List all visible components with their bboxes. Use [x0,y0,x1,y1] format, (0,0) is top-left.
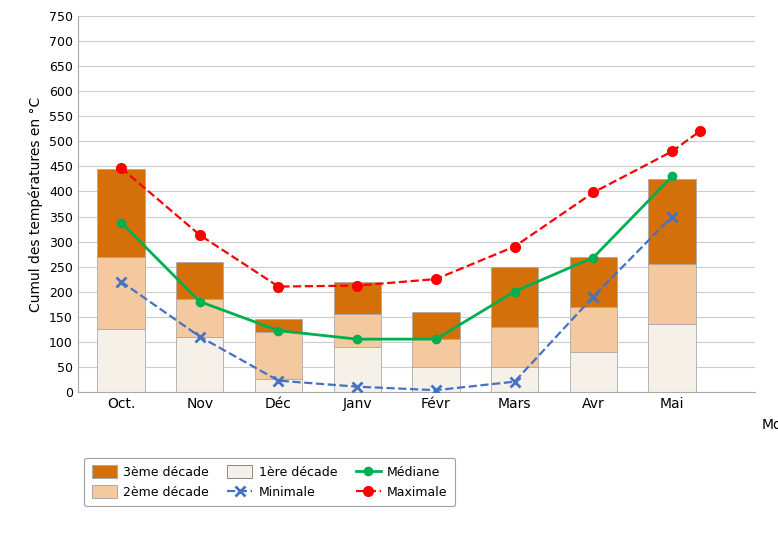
Bar [334,314,380,347]
Bar [648,324,696,392]
Bar [176,262,223,299]
Bar [176,337,223,392]
Bar [255,332,302,379]
Bar [176,299,223,337]
Bar [648,264,696,324]
Text: Mois: Mois [762,418,778,432]
Bar [569,351,617,392]
Bar [412,312,460,339]
Bar [491,367,538,392]
Bar [334,347,380,392]
Bar [334,282,380,314]
Bar [569,307,617,351]
Bar [97,329,145,392]
Bar [491,326,538,367]
Bar [412,367,460,392]
Bar [648,179,696,264]
Bar [412,339,460,367]
Y-axis label: Cumul des températures en °C: Cumul des températures en °C [29,96,44,312]
Bar [97,257,145,329]
Bar [569,257,617,307]
Legend: 3ème décade, 2ème décade, 1ère décade, Minimale, Médiane, Maximale: 3ème décade, 2ème décade, 1ère décade, M… [84,458,455,506]
Bar [255,319,302,332]
Bar [491,267,538,326]
Bar [255,379,302,392]
Bar [97,169,145,257]
